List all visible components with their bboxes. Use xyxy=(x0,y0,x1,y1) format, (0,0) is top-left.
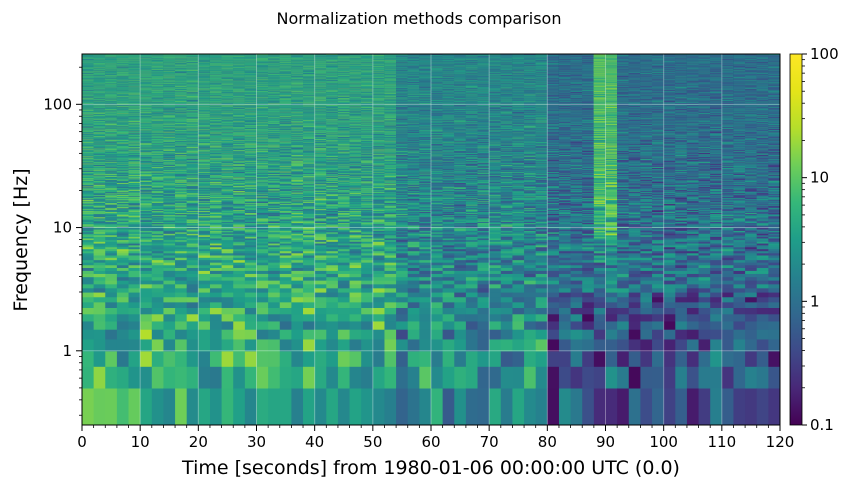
heatmap-cell xyxy=(82,314,94,322)
heatmap-cell xyxy=(94,280,106,284)
heatmap-cell xyxy=(105,277,117,281)
heatmap-cell xyxy=(82,302,94,308)
heatmap-cell xyxy=(105,351,117,367)
heatmap-cell xyxy=(82,307,94,314)
heatmap-cell xyxy=(105,307,117,314)
heatmap-cell xyxy=(105,321,117,330)
heatmap-cell xyxy=(94,297,106,303)
heatmap-cell xyxy=(82,297,94,303)
heatmap-cell xyxy=(94,288,106,293)
heatmap-cell xyxy=(105,297,117,303)
heatmap-cell xyxy=(105,280,117,284)
heatmap-cell xyxy=(82,321,94,330)
heatmap-cell xyxy=(82,339,94,352)
heatmap-cell xyxy=(94,292,106,297)
heatmap-cell xyxy=(82,292,94,297)
heatmap-cell xyxy=(94,339,106,352)
heatmap-cell xyxy=(105,284,117,289)
heatmap-cell xyxy=(105,302,117,308)
heatmap-cell xyxy=(82,284,94,289)
heatmap-cell xyxy=(82,388,94,426)
heatmap-cell xyxy=(105,388,117,426)
heatmap-cell xyxy=(82,351,94,367)
heatmap-cell xyxy=(105,292,117,297)
chart-title: Normalization methods comparison xyxy=(277,9,562,28)
heatmap-cell xyxy=(105,339,117,352)
heatmap-cell xyxy=(82,288,94,293)
heatmap-cell xyxy=(105,288,117,293)
heatmap-cell xyxy=(82,280,94,284)
heatmap-cell xyxy=(94,277,106,281)
heatmap-cell xyxy=(105,366,117,388)
heatmap-cell xyxy=(94,366,106,388)
heatmap-cell xyxy=(82,277,94,281)
heatmap-cell xyxy=(82,329,94,339)
heatmap-cell xyxy=(94,314,106,322)
heatmap-cell xyxy=(94,284,106,289)
heatmap-cell xyxy=(94,307,106,314)
heatmap-cell xyxy=(105,314,117,322)
heatmap-cell xyxy=(94,351,106,367)
heatmap-cell xyxy=(94,302,106,308)
heatmap-cell xyxy=(82,366,94,388)
heatmap-cell xyxy=(105,329,117,339)
heatmap-cell xyxy=(94,329,106,339)
heatmap-cell xyxy=(94,321,106,330)
heatmap-cell xyxy=(94,388,106,426)
